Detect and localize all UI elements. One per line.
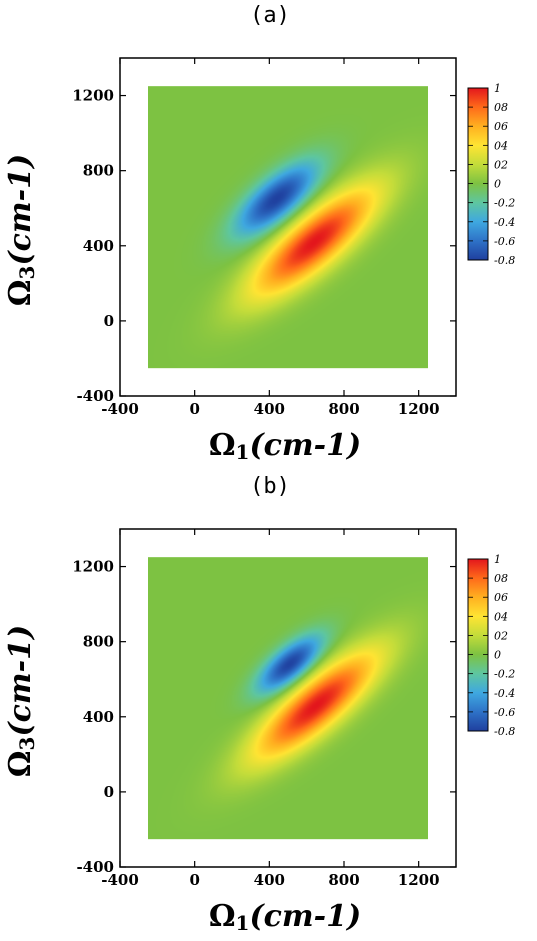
colorbar-tick-label: 0	[494, 649, 501, 662]
x-tick-label: 0	[189, 871, 199, 889]
x-axis-title-symbol: Ω	[209, 899, 236, 934]
x-tick-label: -400	[101, 400, 139, 418]
x-tick-label: 800	[328, 400, 359, 418]
heatmap-field	[148, 86, 428, 369]
x-axis-title-subscript: 1	[236, 911, 250, 935]
colorbar-tick-label: -0.6	[494, 706, 515, 719]
colorbar-tick-label: -0.6	[494, 235, 515, 248]
colorbar	[467, 558, 489, 732]
plot-frame	[119, 57, 457, 397]
y-axis-title-symbol: Ω	[3, 750, 38, 777]
colorbar-tick-label: 06	[494, 120, 508, 133]
x-tick-label: 400	[254, 400, 285, 418]
colorbar-tick-label: 08	[494, 572, 508, 585]
y-tick-label: 400	[83, 237, 114, 255]
colorbar-tick-label: -0.8	[494, 254, 515, 267]
x-axis-title: Ω1(cm-1)	[209, 899, 361, 935]
y-tick-label: 800	[83, 162, 114, 180]
x-tick-label: -400	[101, 871, 139, 889]
x-axis-title-symbol: Ω	[209, 428, 236, 463]
colorbar-tick-label: 02	[494, 158, 508, 171]
colorbar-tick-label: 08	[494, 101, 508, 114]
panel-title: (a)	[250, 3, 290, 28]
colorbar-tick-label: -0.8	[494, 725, 515, 738]
x-axis-title-unit: (cm-1)	[249, 428, 361, 463]
y-axis-title-symbol: Ω	[3, 279, 38, 306]
y-tick-label: 0	[104, 783, 114, 801]
y-axis-title-unit: (cm-1)	[3, 154, 38, 266]
panel-title: (b)	[250, 474, 290, 499]
colorbar-tick-label: 04	[494, 139, 508, 152]
y-axis-title: Ω3(cm-1)	[3, 625, 39, 777]
y-tick-label: -400	[76, 387, 114, 405]
x-tick-label: 400	[254, 871, 285, 889]
y-tick-label: 400	[83, 708, 114, 726]
colorbar-tick-label: 06	[494, 591, 508, 604]
y-tick-label: 0	[104, 312, 114, 330]
plot-frame	[119, 528, 457, 868]
heatmap-panel-b: (b)-400 0 400 800 1200-40004008001200Ω1(cm-1…	[3, 474, 515, 935]
y-tick-label: 800	[83, 633, 114, 651]
heatmap-field	[148, 557, 428, 840]
y-axis-title-subscript: 3	[15, 266, 39, 280]
colorbar	[467, 87, 489, 261]
x-tick-label: 1200	[398, 400, 440, 418]
colorbar-tick-label: 1	[494, 553, 501, 566]
colorbar-tick-label: -0.2	[494, 197, 515, 210]
y-tick-label: 1200	[72, 558, 114, 576]
y-axis-title-unit: (cm-1)	[3, 625, 38, 737]
colorbar-tick-label: 04	[494, 610, 508, 623]
y-axis-title-subscript: 3	[15, 737, 39, 751]
heatmap-panel-a: (a)-400 0 400 800 1200-40004008001200Ω1(cm-1…	[3, 3, 515, 464]
colorbar-tick-label: -0.4	[494, 216, 515, 229]
x-tick-label: 1200	[398, 871, 440, 889]
colorbar-tick-label: 02	[494, 629, 508, 642]
x-axis-title: Ω1(cm-1)	[209, 428, 361, 464]
x-axis-title-subscript: 1	[236, 440, 250, 464]
y-axis-title: Ω3(cm-1)	[3, 154, 39, 306]
colorbar-tick-label: 0	[494, 178, 501, 191]
colorbar-tick-label: -0.2	[494, 668, 515, 681]
x-tick-label: 800	[328, 871, 359, 889]
y-tick-label: 1200	[72, 87, 114, 105]
x-tick-label: 0	[189, 400, 199, 418]
colorbar-tick-label: -0.4	[494, 687, 515, 700]
y-tick-label: -400	[76, 858, 114, 876]
colorbar-tick-label: 1	[494, 82, 501, 95]
x-axis-title-unit: (cm-1)	[249, 899, 361, 934]
